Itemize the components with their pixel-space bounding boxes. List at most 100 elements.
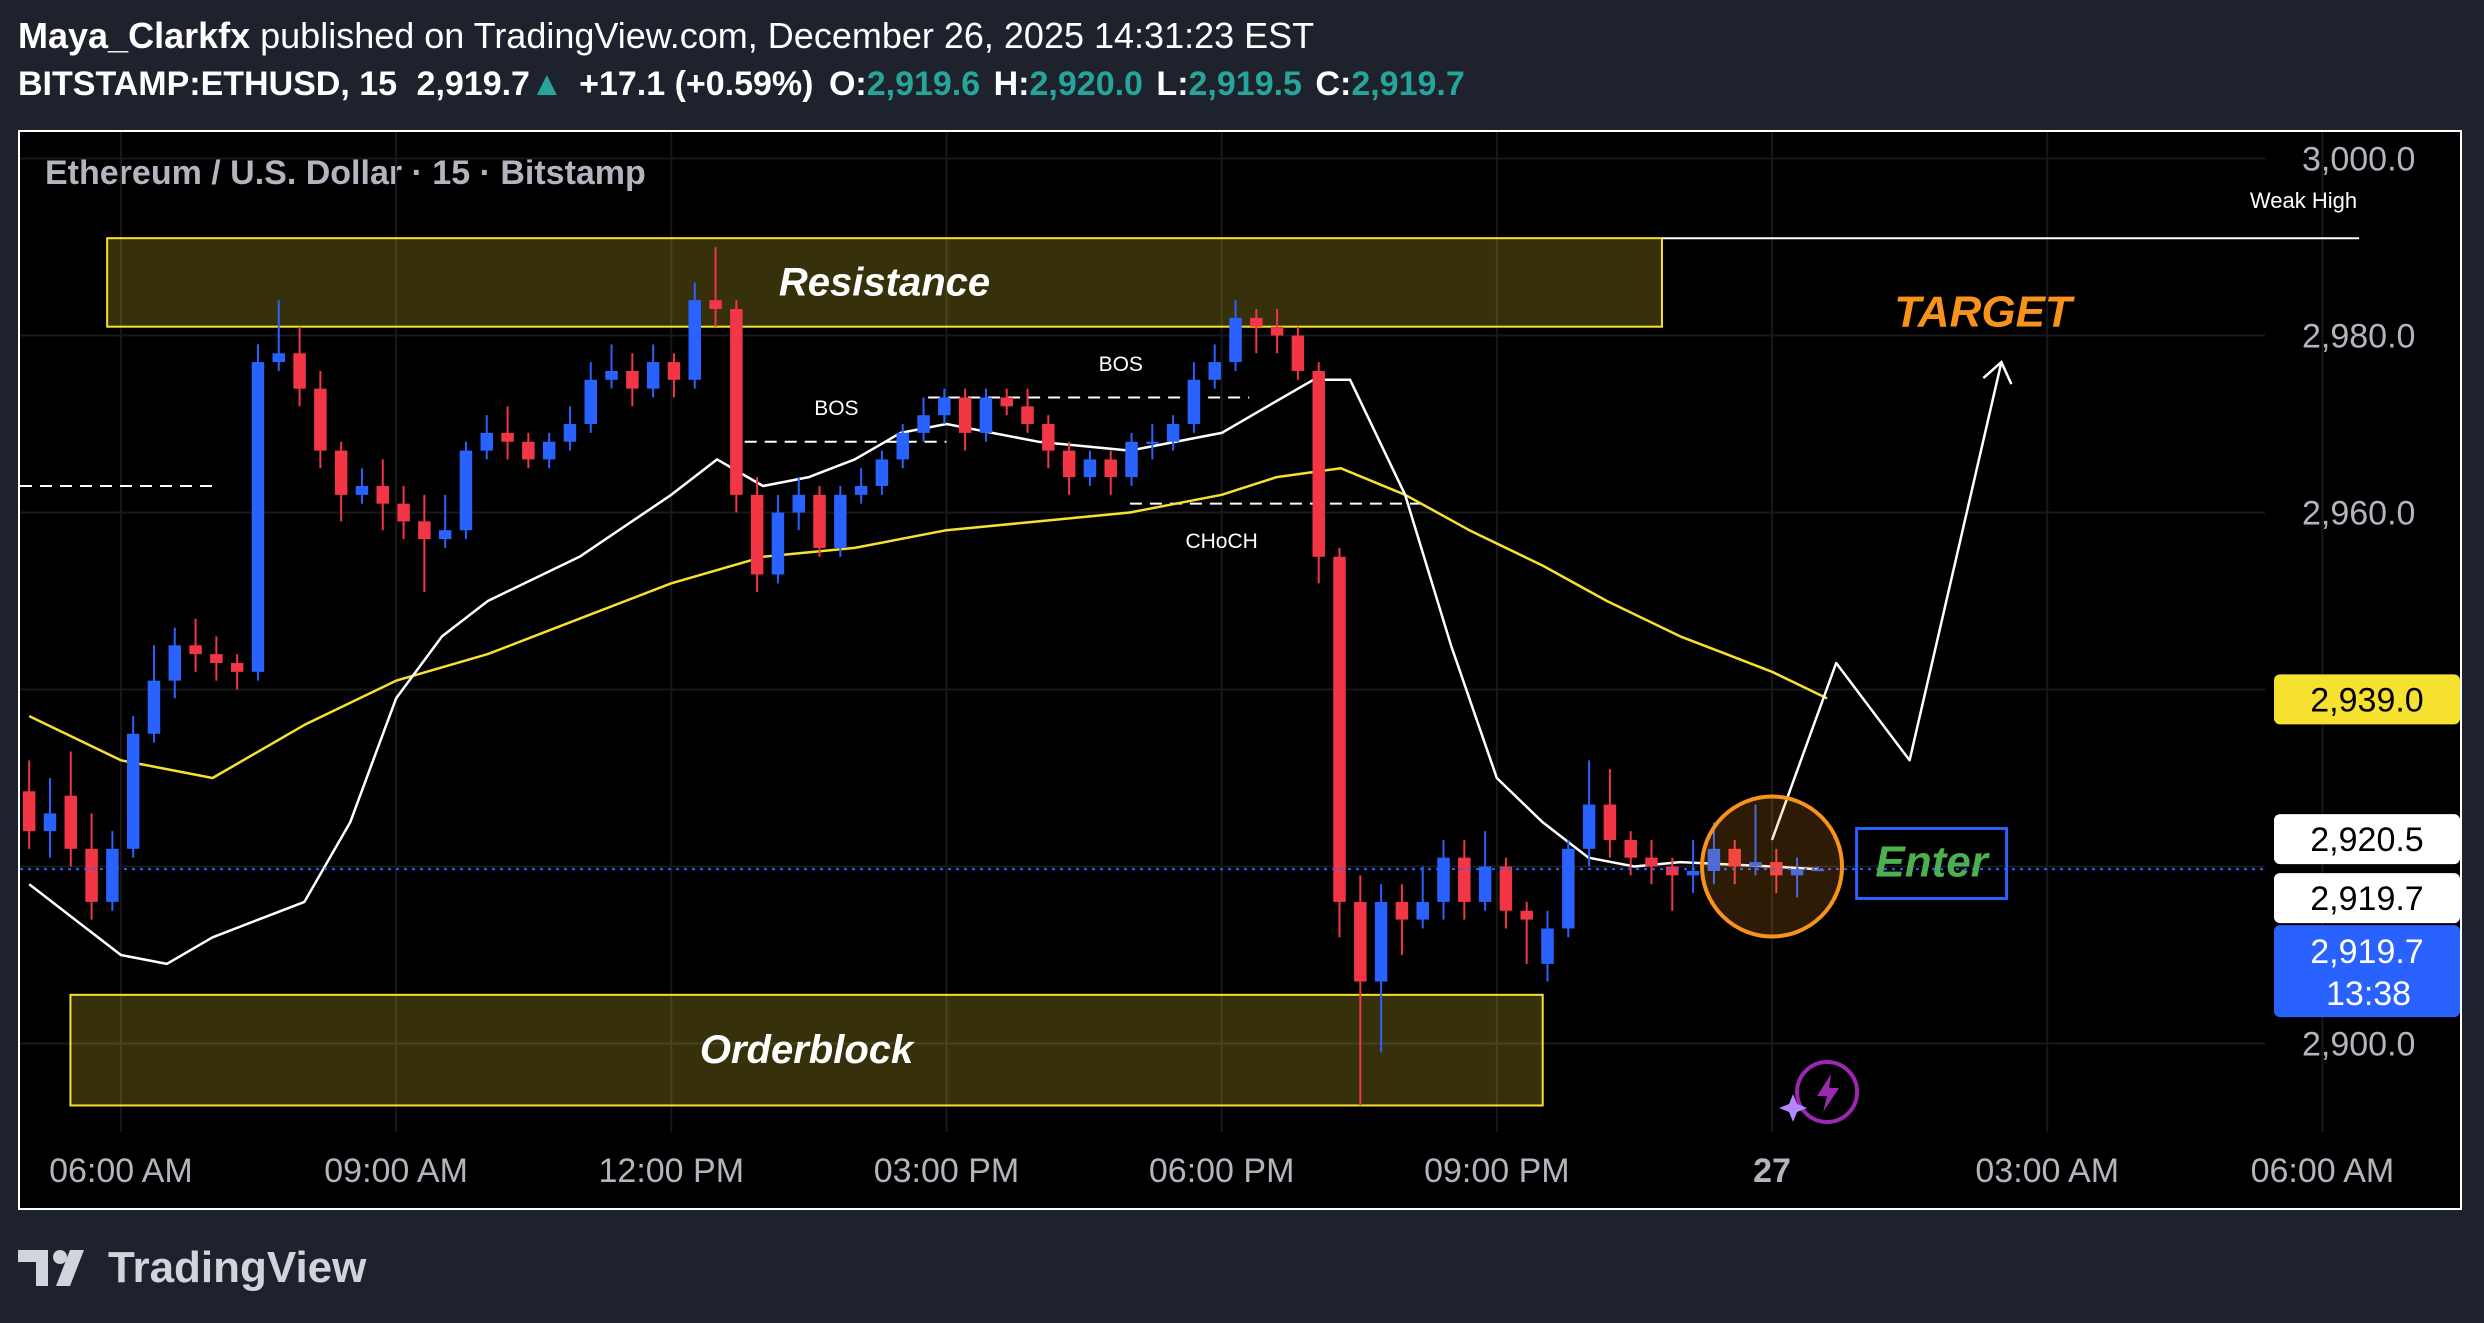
projection-path xyxy=(1770,361,2003,841)
candle-body xyxy=(334,450,348,495)
structure-label-bos: BOS xyxy=(814,397,858,420)
candle-body xyxy=(1270,326,1284,336)
symbol-name: BITSTAMP:ETHUSD, 15 xyxy=(18,65,398,103)
candle-body xyxy=(1021,406,1034,425)
candle-body xyxy=(272,353,286,363)
x-axis-tick-label: 12:00 PM xyxy=(599,1152,745,1190)
price-tag-label: 2,939.0 xyxy=(2310,681,2423,719)
candle-body xyxy=(1042,424,1055,451)
candle-body xyxy=(730,308,743,495)
candle-body xyxy=(1104,459,1117,478)
candle-body xyxy=(355,485,369,495)
low-value: 2,919.5 xyxy=(1188,65,1302,103)
zone-resistance xyxy=(106,237,1663,328)
candle-body xyxy=(1416,901,1429,920)
chart-canvas[interactable]: Ethereum / U.S. Dollar · 15 · Bitstamp R… xyxy=(20,132,2460,1208)
candle-body xyxy=(750,494,764,575)
projection-arrow-icon xyxy=(1982,360,2013,385)
sparkle-icon xyxy=(1779,1094,1808,1122)
candle-body xyxy=(1458,857,1471,902)
zone-label: Resistance xyxy=(779,260,990,304)
last-price: 2,919.7 xyxy=(416,65,530,103)
candle-body xyxy=(813,494,826,548)
candle-body xyxy=(1666,866,1679,876)
open-value: 2,919.6 xyxy=(866,65,981,103)
current-price-tag xyxy=(2274,925,2460,1018)
y-axis-tick-label: 2,900.0 xyxy=(2302,1026,2415,1064)
candle-body xyxy=(314,388,327,451)
candle-body xyxy=(459,450,473,531)
tradingview-logo[interactable]: TradingView xyxy=(18,1240,366,1296)
candle-body xyxy=(106,848,119,902)
candle-body xyxy=(1520,910,1533,920)
candle-body xyxy=(147,680,161,734)
candle-body xyxy=(501,432,514,442)
close-label: C: xyxy=(1315,65,1352,103)
high-value: 2,920.0 xyxy=(1029,65,1143,103)
candle-body xyxy=(1499,866,1513,911)
x-axis-tick-label: 27 xyxy=(1753,1152,1791,1190)
candle-body xyxy=(896,432,909,460)
publish-line: Maya_Clarkfx published on TradingView.co… xyxy=(18,12,1465,60)
candle-body xyxy=(646,362,660,389)
high-label: H: xyxy=(993,65,1030,103)
candle-body xyxy=(1437,857,1450,902)
chart-frame[interactable]: Ethereum / U.S. Dollar · 15 · Bitstamp R… xyxy=(18,130,2462,1210)
ema-slow-line xyxy=(28,467,1828,780)
candle-body xyxy=(875,459,889,486)
structure-label-choch: CHoCH xyxy=(1185,530,1257,553)
candle-body xyxy=(1478,866,1492,902)
candle-body xyxy=(917,415,930,433)
tradingview-brand: TradingView xyxy=(108,1243,367,1292)
candle-body xyxy=(1562,848,1575,929)
published-text: published on TradingView.com, December 2… xyxy=(250,15,1315,56)
flash-icon[interactable] xyxy=(1795,1060,1860,1124)
enter-box xyxy=(1855,827,2009,901)
candle-body xyxy=(376,485,389,504)
price-tag-label: 2,919.7 xyxy=(2310,880,2423,918)
flash-bolt-icon xyxy=(1817,1074,1840,1112)
price-tag-label: 2,920.5 xyxy=(2310,821,2423,859)
candle-body xyxy=(1645,857,1658,867)
candle-body xyxy=(688,300,701,380)
candle-body xyxy=(43,813,57,832)
candle-body xyxy=(1707,848,1721,871)
target-label: TARGET xyxy=(1894,288,2075,337)
candle-body xyxy=(834,494,847,548)
candle-body xyxy=(438,530,452,540)
enter-zone-circle xyxy=(1700,794,1845,939)
candle-body xyxy=(22,791,36,832)
candle-body xyxy=(189,645,202,655)
candle-body xyxy=(1166,424,1180,442)
weak-high-label: Weak High xyxy=(2250,188,2357,213)
candle-body xyxy=(1312,370,1325,557)
candle-body xyxy=(1250,317,1263,327)
candle-body xyxy=(64,795,78,849)
price-tag xyxy=(2274,873,2460,924)
candle-body xyxy=(1728,848,1741,867)
ema-fast-line xyxy=(28,378,1818,966)
candle-body xyxy=(709,300,722,309)
candle-body xyxy=(418,521,431,540)
price-tag xyxy=(2274,674,2460,725)
candle-body xyxy=(1686,870,1700,876)
candle-body xyxy=(251,362,265,672)
candle-body xyxy=(397,503,410,522)
candle-body xyxy=(938,397,951,416)
candle-body xyxy=(563,424,577,442)
candle-body xyxy=(168,645,182,681)
candle-body xyxy=(1395,901,1409,920)
y-axis-tick-label: 2,960.0 xyxy=(2302,495,2415,533)
tradingview-logo-icon xyxy=(18,1250,84,1286)
candle-body xyxy=(1146,441,1159,444)
candle-body xyxy=(1229,317,1242,363)
candle-body xyxy=(958,397,972,433)
candle-body xyxy=(584,379,597,425)
candle-body xyxy=(626,370,639,389)
candle-body xyxy=(1541,928,1554,964)
author-name[interactable]: Maya_Clarkfx xyxy=(18,15,251,56)
candle-body xyxy=(1624,839,1637,858)
price-change: +17.1 (+0.59%) xyxy=(579,65,814,103)
candle-body xyxy=(210,654,223,663)
candle-body xyxy=(1582,804,1596,849)
